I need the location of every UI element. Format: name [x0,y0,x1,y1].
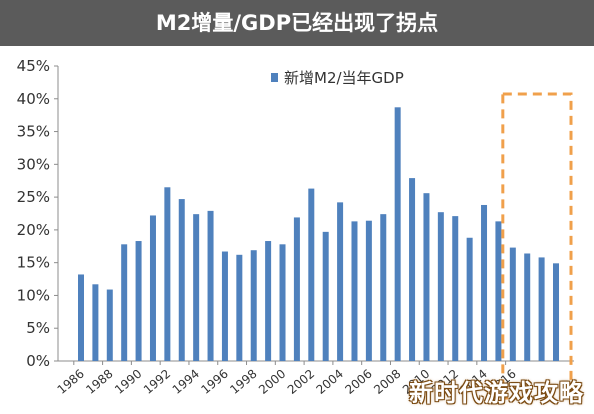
y-tick-label: 10% [17,286,50,304]
bar [308,188,315,361]
bar [437,212,444,361]
chart-title: M2增量/GDP已经出现了拐点 [155,11,439,35]
x-tick-label: 1988 [83,367,115,397]
x-tick-label: 2004 [314,367,346,397]
bar [365,220,372,361]
y-tick-label: 0% [26,352,50,370]
bar [135,241,142,361]
y-tick-label: 25% [17,188,50,206]
bar [193,214,200,361]
y-tick-label: 35% [17,123,50,141]
y-tick-label: 15% [17,254,50,272]
x-tick-label: 1994 [170,367,202,397]
bar [394,107,401,361]
bar [524,253,531,361]
x-tick-label: 1998 [227,367,259,397]
bar [481,204,488,361]
highlight-box [501,92,573,400]
x-tick-label: 2002 [285,367,317,397]
legend-label: 新增M2/当年GDP [284,69,404,87]
bar [423,193,430,361]
y-tick-label: 5% [26,319,50,337]
bar [78,274,84,361]
bar [250,250,257,361]
bar [265,241,272,361]
bar [409,178,416,361]
bar [452,216,459,361]
bar [121,244,128,361]
bar [322,231,329,361]
bar [466,237,473,361]
x-tick-label: 1990 [112,367,144,397]
x-tick-label: 1996 [198,367,230,397]
bar [106,289,113,361]
bar [164,187,171,361]
watermark: 新时代游戏攻略 [409,379,584,407]
y-tick-label: 20% [17,221,50,239]
legend-swatch [271,73,278,82]
bar-chart: 0% 5% 10% 15% 20% 25% 30% 35% 40% 45% 198619881990… [17,57,574,400]
x-tick-label: 2006 [342,367,374,397]
x-tick-label: 2008 [371,367,403,397]
bar [495,221,502,361]
bar [92,284,99,361]
bar [178,199,185,361]
x-tick-label: 2000 [256,367,288,397]
bar [236,254,243,361]
bar [293,217,300,361]
bar [538,257,545,361]
bar [337,202,344,361]
bar [351,221,358,361]
bar [380,214,387,361]
bar [509,247,516,361]
x-tick-label: 1986 [55,367,87,397]
bar [207,210,214,361]
y-tick-label: 40% [17,90,50,108]
bar [221,251,228,361]
x-tick-label: 1992 [141,367,173,397]
bar [553,263,559,361]
y-tick-label: 45% [17,57,50,75]
bar [149,215,156,361]
y-tick-label: 30% [17,155,50,173]
title-bar [0,0,594,46]
bar [279,244,286,361]
